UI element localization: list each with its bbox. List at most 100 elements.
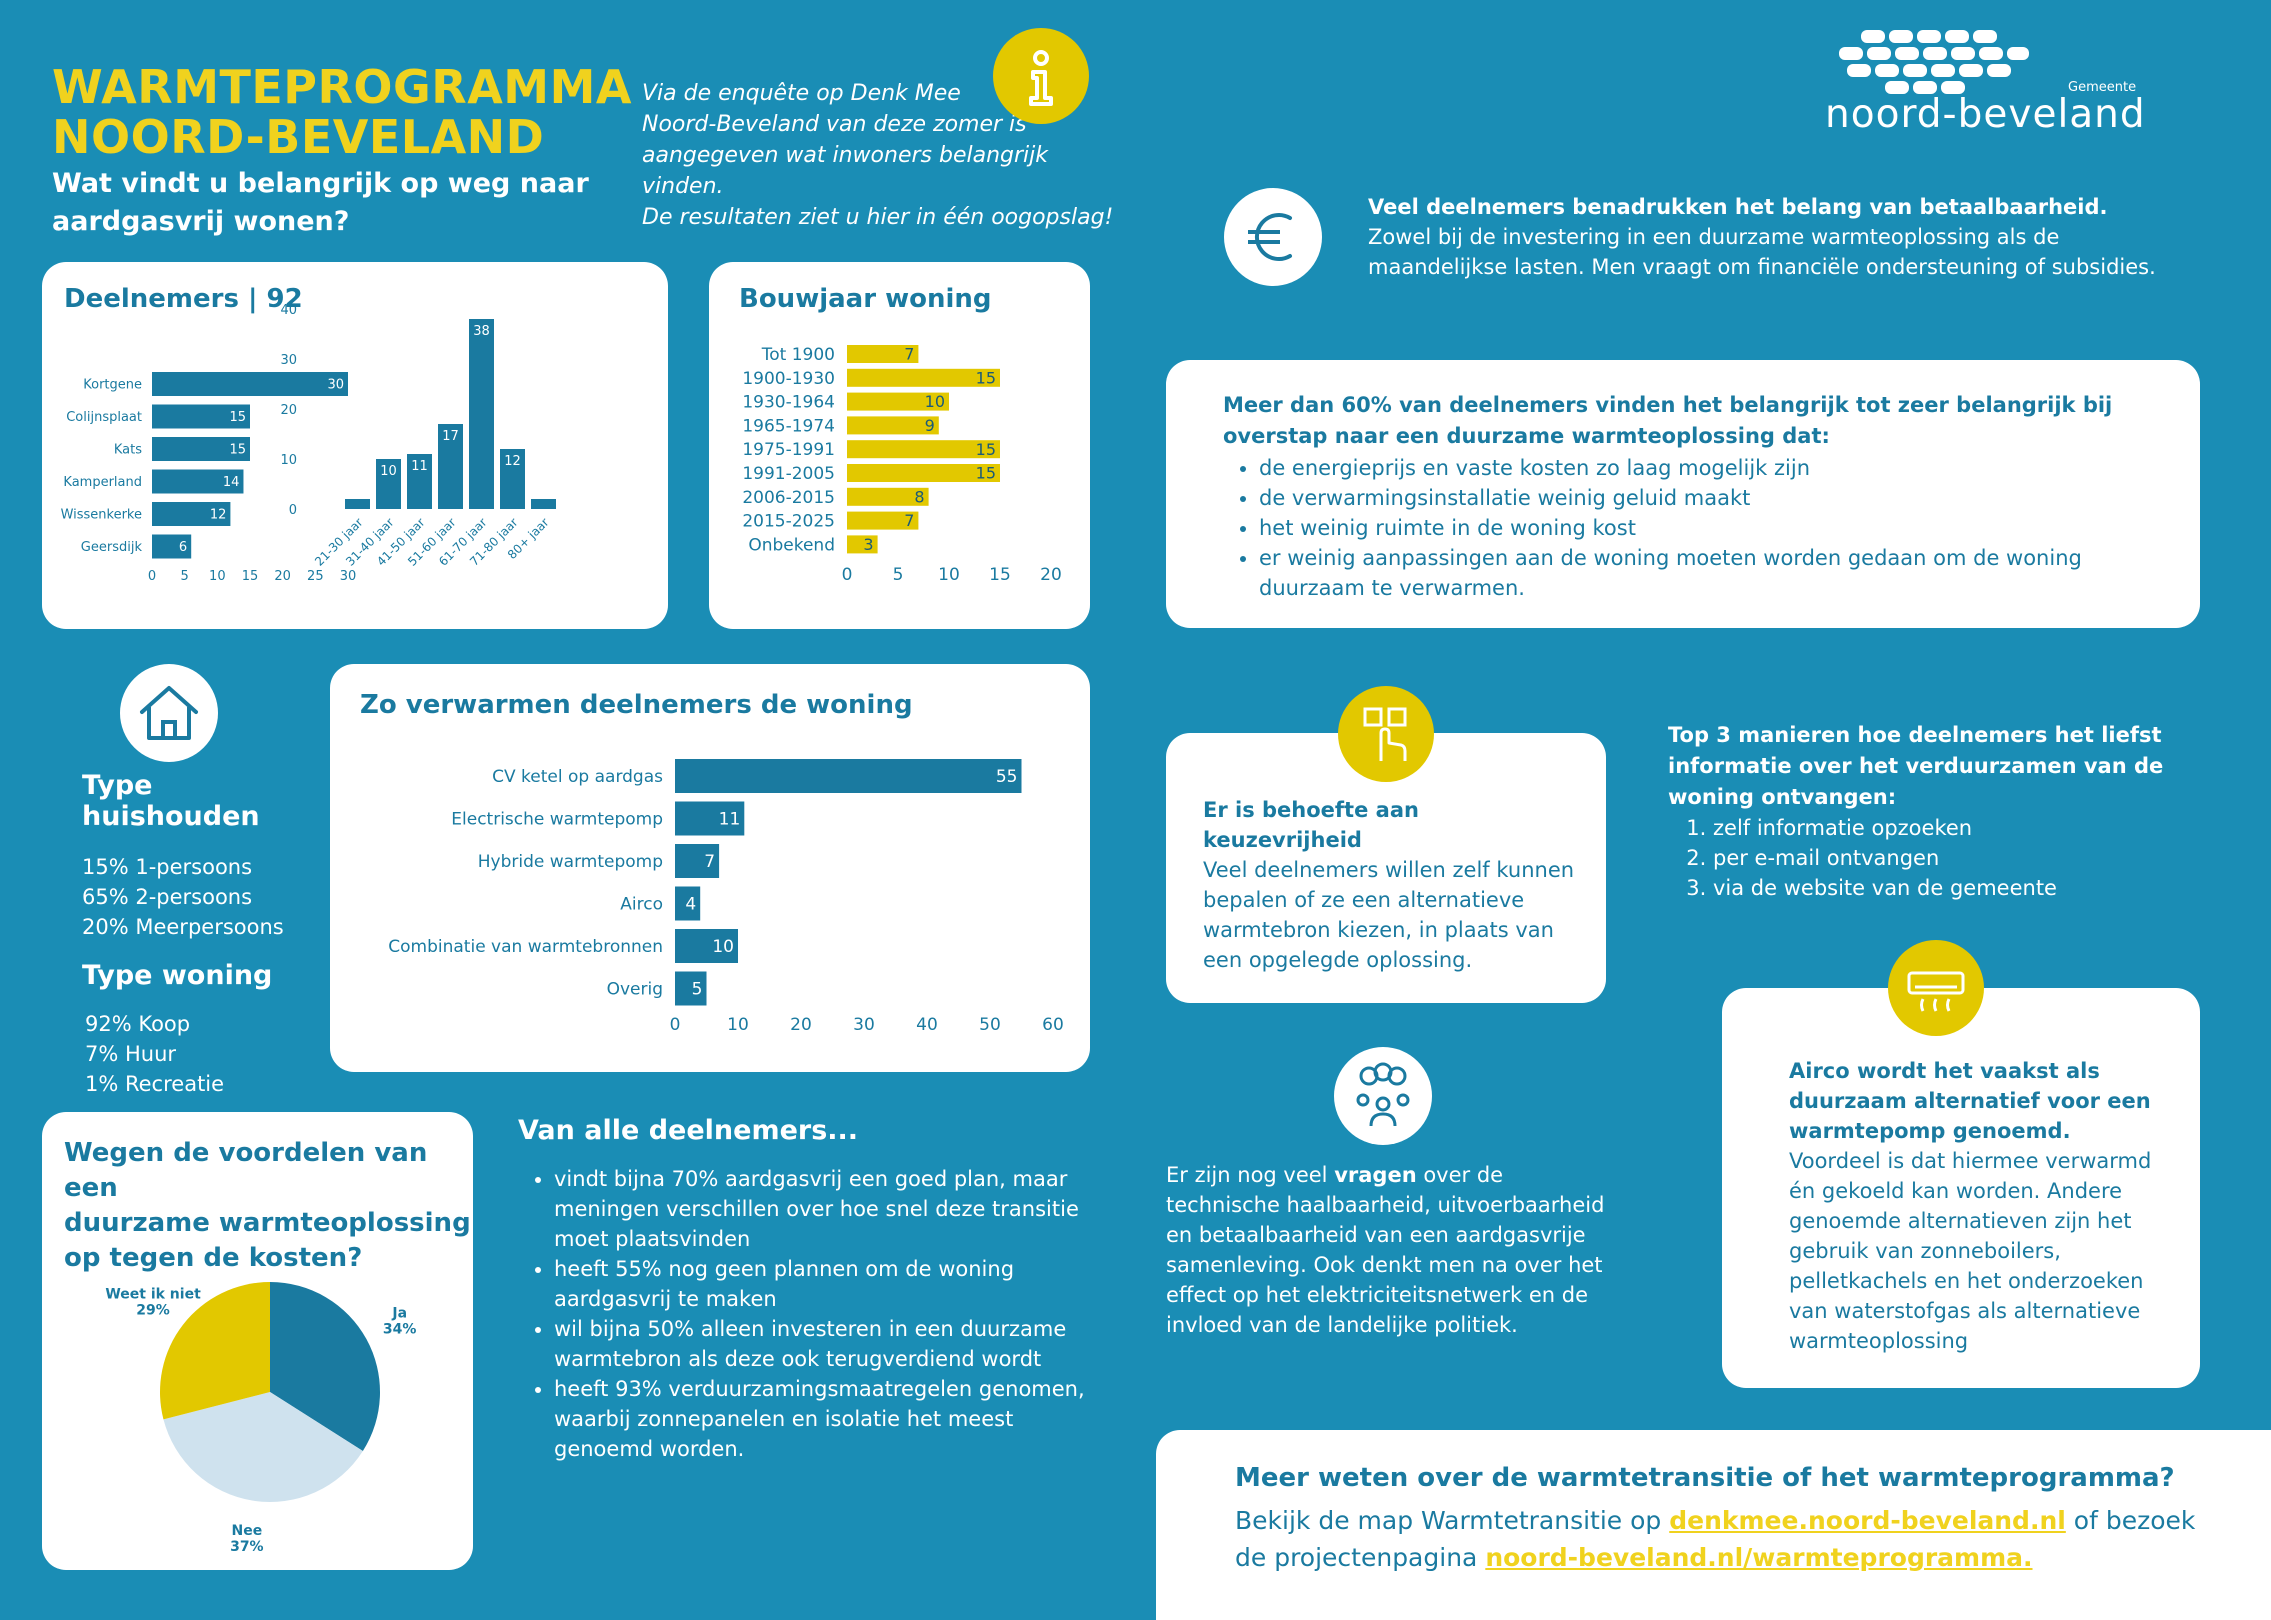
footer-title: Meer weten over de warmtetransitie of he… [1235, 1463, 2175, 1493]
footer-text: Bekijk de map Warmtetransitie op denkmee… [1235, 1506, 2196, 1572]
list-item: er weinig aanpassingen aan de woning moe… [1259, 543, 2189, 603]
bar-value-label: 12 [210, 508, 227, 523]
pie-value-label: 34% [383, 1322, 417, 1338]
bar-category-label: Kamperland [63, 475, 142, 490]
bar-value-label: 15 [976, 464, 996, 483]
bar-value-label: 14 [223, 475, 240, 490]
bar-value-label: 8 [914, 487, 924, 506]
bar-value-label: 9 [925, 416, 935, 435]
list-item: 7% Huur [85, 1042, 177, 1066]
bar-category-label: 1991-2005 [742, 464, 835, 484]
x-tick-label: 30 [340, 569, 357, 584]
x-tick-label: 10 [938, 565, 960, 585]
bar [152, 534, 192, 559]
logo-text: noord-beveland [1825, 92, 2146, 137]
meer-dan-title: Meer dan 60% van deelnemers vinden het b… [1223, 393, 2113, 448]
list-item: per e-mail ontvangen [1713, 843, 2188, 873]
bar [438, 424, 463, 509]
bar-value-label: 38 [473, 324, 490, 339]
y-tick-label: 30 [280, 353, 297, 368]
warmteprogramma-link[interactable]: noord-beveland.nl/warmteprogramma. [1485, 1543, 2033, 1572]
pie-card: Wegen de voordelen van een duurzame warm… [42, 1112, 473, 1570]
bar-value-label: 3 [863, 535, 873, 554]
bar-value-label: 55 [996, 767, 1018, 787]
list-item: 65% 2-persoons [82, 885, 253, 909]
bar-category-label: Combinatie van warmtebronnen [388, 937, 663, 957]
x-tick-label: 20 [1040, 565, 1062, 585]
bar-value-label: 15 [976, 368, 996, 387]
x-tick-label: 15 [242, 569, 259, 584]
bar [152, 372, 348, 396]
pie-category-label: Nee [231, 1523, 262, 1539]
page-title: WARMTEPROGRAMMA NOORD-BEVELAND [52, 60, 632, 164]
deelnemers-title: Deelnemers | 92 [64, 284, 303, 314]
bar [847, 487, 929, 506]
denkmee-link[interactable]: denkmee.noord-beveland.nl [1669, 1506, 2066, 1535]
list-item: 92% Koop [85, 1012, 191, 1036]
bar-value-label: 30 [327, 378, 344, 393]
bar-category-label: 1975-1991 [742, 440, 835, 460]
heating-card: Zo verwarmen deelnemers de woning CV ket… [330, 664, 1090, 1072]
bar-value-label: 15 [229, 443, 246, 458]
x-tick-label: 5 [893, 565, 904, 585]
pie-title: Wegen de voordelen van een duurzame warm… [64, 1138, 471, 1273]
y-tick-label: 40 [280, 303, 297, 318]
bar [675, 759, 1022, 793]
bar-category-label: 1965-1974 [742, 416, 835, 436]
bar [847, 511, 919, 530]
y-tick-label: 0 [289, 503, 297, 518]
bar [847, 345, 919, 363]
airco-text: Airco wordt het vaakst als duurzaam alte… [1789, 1059, 2152, 1353]
deelnemers-card: Deelnemers | 92 Kortgene 30 Colijnsplaat 15… [42, 262, 668, 629]
bar-category-label: Onbekend [748, 535, 835, 555]
top3-block: Top 3 manieren hoe deelnemers het liefst… [1668, 720, 2188, 903]
list-item: heeft 55% nog geen plannen om de woning … [554, 1254, 1088, 1314]
x-tick-label: 10 [727, 1015, 749, 1035]
bar [376, 459, 401, 509]
bar [847, 416, 939, 435]
airco-icon [1888, 940, 1984, 1036]
x-tick-label: 0 [842, 565, 853, 585]
bar-value-label: 7 [904, 345, 914, 364]
pie-slice [270, 1282, 380, 1451]
household-block: Type huishouden 15% 1-persoons 65% 2-per… [82, 770, 322, 1099]
bar-value-label: 6 [179, 540, 187, 555]
bar [847, 368, 1000, 387]
bar [847, 535, 878, 554]
bar [500, 449, 525, 509]
bar [152, 404, 250, 429]
bar-category-label: Tot 1900 [761, 345, 835, 365]
van-alle-block: Van alle deelnemers... vindt bijna 70% a… [518, 1115, 1088, 1464]
keuze-text: Er is behoefte aan keuzevrijheid Veel de… [1203, 798, 1575, 972]
x-tick-label: 0 [148, 569, 156, 584]
pie-value-label: 37% [230, 1539, 264, 1555]
list-item: wil bijna 50% alleen investeren in een d… [554, 1314, 1088, 1374]
bar [469, 319, 494, 509]
vragen-text: Er zijn nog veel vragen over de technisc… [1166, 1163, 1605, 1337]
list-item: heeft 93% verduurzamingsmaatregelen geno… [554, 1374, 1088, 1464]
bar-category-label: Kats [114, 443, 142, 458]
bar [152, 502, 231, 526]
bar-category-label: Airco [620, 894, 663, 914]
bar-category-label: Wissenkerke [61, 508, 142, 523]
bar [847, 464, 1000, 482]
bar-category-label: 1930-1964 [742, 393, 835, 413]
bar-value-label: 12 [504, 454, 521, 469]
heating-bar-chart: CV ketel op aardgas 55 Electrische warmtep… [388, 759, 1064, 1035]
x-tick-label: 20 [790, 1015, 812, 1035]
list-item: 1% Recreatie [85, 1072, 225, 1096]
bar [847, 392, 949, 411]
meer-dan-card: Meer dan 60% van deelnemers vinden het b… [1166, 360, 2200, 628]
list-item: vindt bijna 70% aardgasvrij een goed pla… [554, 1164, 1088, 1254]
x-tick-label: 40 [916, 1015, 938, 1035]
x-tick-label: 30 [853, 1015, 875, 1035]
bar-value-label: 10 [712, 937, 734, 957]
house-icon [120, 664, 218, 762]
bar-category-label: Hybride warmtepomp [478, 852, 663, 872]
info-icon [993, 28, 1089, 124]
people-questions-icon [1334, 1047, 1432, 1145]
bar-value-label: 10 [380, 464, 397, 479]
bar-category-label: Geersdijk [81, 540, 143, 555]
bar [152, 469, 244, 494]
